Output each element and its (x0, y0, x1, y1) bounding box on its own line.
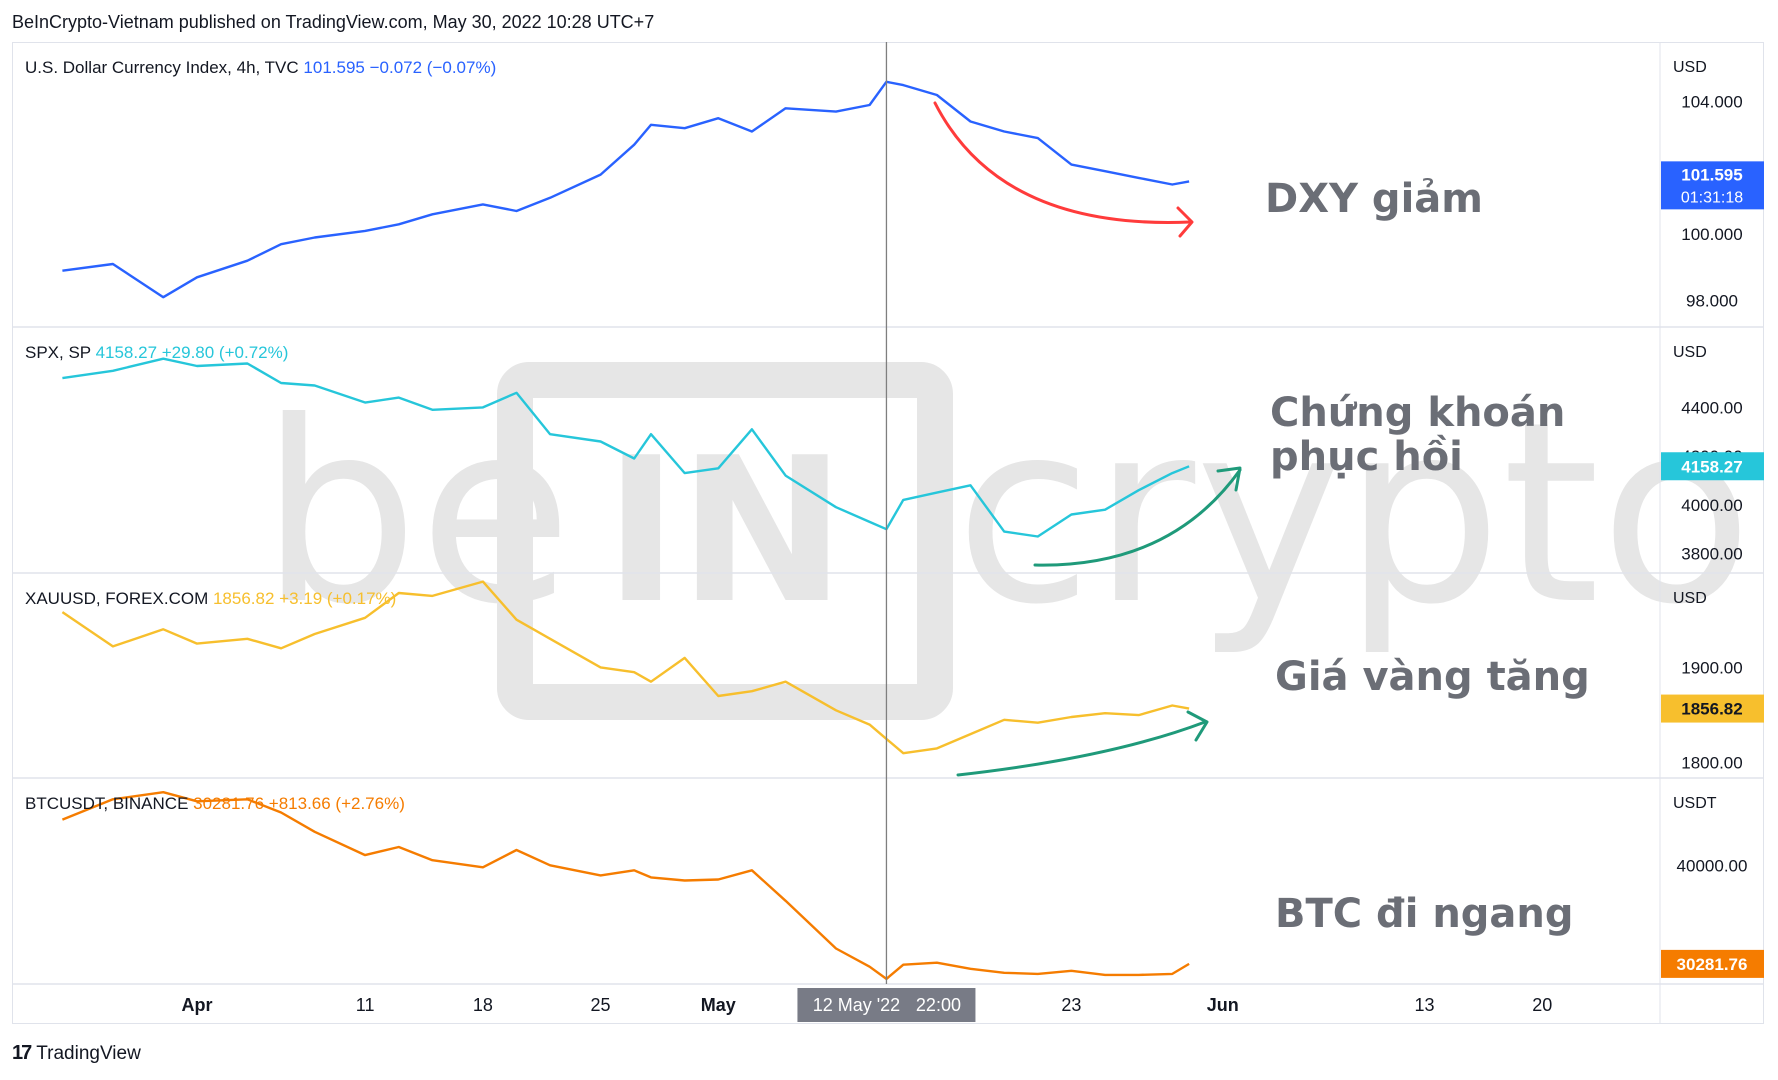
spx-legend-values: 4158.27 +29.80 (+0.72%) (91, 343, 289, 362)
dxy-panel: U.S. Dollar Currency Index, 4h, TVC 101.… (25, 58, 1764, 310)
dxy-legend: U.S. Dollar Currency Index, 4h, TVC 101.… (25, 58, 496, 77)
spx-tick-label: 3800.00 (1681, 545, 1742, 564)
spx-up-arrow-icon (1033, 466, 1242, 567)
spx-annotation: phục hồi (1270, 434, 1463, 480)
xauusd-annotation: Giá vàng tăng (1275, 654, 1590, 700)
spx-legend: SPX, SP 4158.27 +29.80 (+0.72%) (25, 343, 288, 362)
btcusdt-series-line (61, 791, 1190, 981)
spx-tick-label: 4000.00 (1681, 496, 1742, 515)
x-tick-label: Jun (1207, 995, 1239, 1015)
xauusd-legend-values: 1856.82 +3.19 (+0.17%) (208, 589, 396, 608)
btcusdt-legend-values: 30281.76 +813.66 (+2.76%) (188, 794, 404, 813)
spx-series-line (62, 357, 1190, 538)
spx-price-tag-value: 4158.27 (1681, 457, 1742, 476)
spx-tick-label: 4400.00 (1681, 398, 1742, 417)
x-tick-label: 13 (1415, 995, 1435, 1015)
btcusdt-panel: BTCUSDT, BINANCE 30281.76 +813.66 (+2.76… (25, 791, 1764, 981)
btcusdt-tick-label: 40000.00 (1677, 856, 1748, 875)
xauusd-price-tag (1661, 694, 1764, 723)
xauusd-tick-label: 1800.00 (1681, 754, 1742, 773)
crosshair-date-box (797, 988, 976, 1022)
x-tick-label: 20 (1532, 995, 1552, 1015)
dxy-price-tag (1661, 161, 1764, 210)
btcusdt-price-tag (1661, 949, 1764, 978)
spx-up-arrow-icon-head (1216, 466, 1242, 492)
dxy-tick-label: 98.000 (1686, 291, 1738, 310)
x-tick-label: 25 (591, 995, 611, 1015)
tradingview-logo-icon: 17 (12, 1042, 32, 1064)
spx-price-tag (1661, 452, 1764, 481)
gold-up-arrow-icon-head (1186, 710, 1209, 742)
btcusdt-legend-title: BTCUSDT, BINANCE (25, 794, 188, 813)
watermark-box (497, 362, 953, 720)
spx-annotation: Chứng khoán (1270, 390, 1565, 436)
xauusd-price-tag-value: 1856.82 (1681, 700, 1742, 719)
watermark-text-right: crypto (955, 368, 1753, 659)
xauusd-legend: XAUUSD, FOREX.COM 1856.82 +3.19 (+0.17%) (25, 589, 396, 608)
dxy-down-arrow-icon (933, 101, 1194, 238)
btcusdt-unit-label: USDT (1673, 795, 1717, 812)
xauusd-tick-label: 1900.00 (1681, 658, 1742, 677)
btcusdt-legend: BTCUSDT, BINANCE 30281.76 +813.66 (+2.76… (25, 794, 405, 813)
crosshair-time-label: 22:00 (916, 995, 961, 1015)
xauusd-legend-title: XAUUSD, FOREX.COM (25, 589, 208, 608)
dxy-tick-label: 100.000 (1681, 225, 1742, 244)
dxy-unit-label: USD (1673, 59, 1707, 76)
dxy-down-arrow-icon-head (1176, 206, 1194, 238)
gold-up-arrow-icon (956, 710, 1209, 777)
xauusd-series-line (61, 580, 1190, 755)
dxy-tick-label: 104.000 (1681, 93, 1742, 112)
footer-brand: TradingView (36, 1042, 141, 1064)
x-tick-label: 23 (1061, 995, 1081, 1015)
beincrypto-watermark: be IN crypto (260, 362, 1753, 720)
xauusd-panel: XAUUSD, FOREX.COM 1856.82 +3.19 (+0.17%)… (25, 580, 1764, 773)
dxy-legend-title: U.S. Dollar Currency Index, 4h, TVC (25, 58, 299, 77)
x-tick-label: Apr (181, 995, 212, 1015)
x-tick-label: 11 (356, 995, 375, 1015)
spx-up-arrow-icon-stroke (1033, 468, 1242, 567)
dxy-series-line (62, 80, 1190, 299)
watermark-text-box: IN (604, 415, 846, 648)
spx-panel: SPX, SP 4158.27 +29.80 (+0.72%) USD 4400.0… (25, 343, 1764, 564)
btcusdt-price-tag-value: 30281.76 (1677, 955, 1748, 974)
published-header: BeInCrypto-Vietnam published on TradingV… (12, 12, 655, 32)
dxy-annotation: DXY giảm (1265, 176, 1483, 222)
xauusd-unit-label: USD (1673, 590, 1707, 607)
x-tick-label: 18 (473, 995, 493, 1015)
dxy-down-arrow-icon-stroke (933, 101, 1192, 224)
spx-legend-title: SPX, SP (25, 343, 91, 362)
dxy-price-tag-value: 101.595 (1681, 165, 1742, 184)
crosshair-date-label: 12 May '22 (813, 995, 901, 1015)
spx-unit-label: USD (1673, 344, 1707, 361)
dxy-legend-values: 101.595 −0.072 (−0.07%) (299, 58, 497, 77)
btcusdt-annotation: BTC đi ngang (1275, 891, 1574, 937)
chart-frame (12, 42, 1764, 1024)
gold-up-arrow-icon-stroke (956, 720, 1207, 777)
x-tick-label: May (701, 995, 736, 1015)
dxy-price-tag-timer: 01:31:18 (1681, 189, 1743, 206)
footer: 17 TradingView (12, 1042, 141, 1065)
